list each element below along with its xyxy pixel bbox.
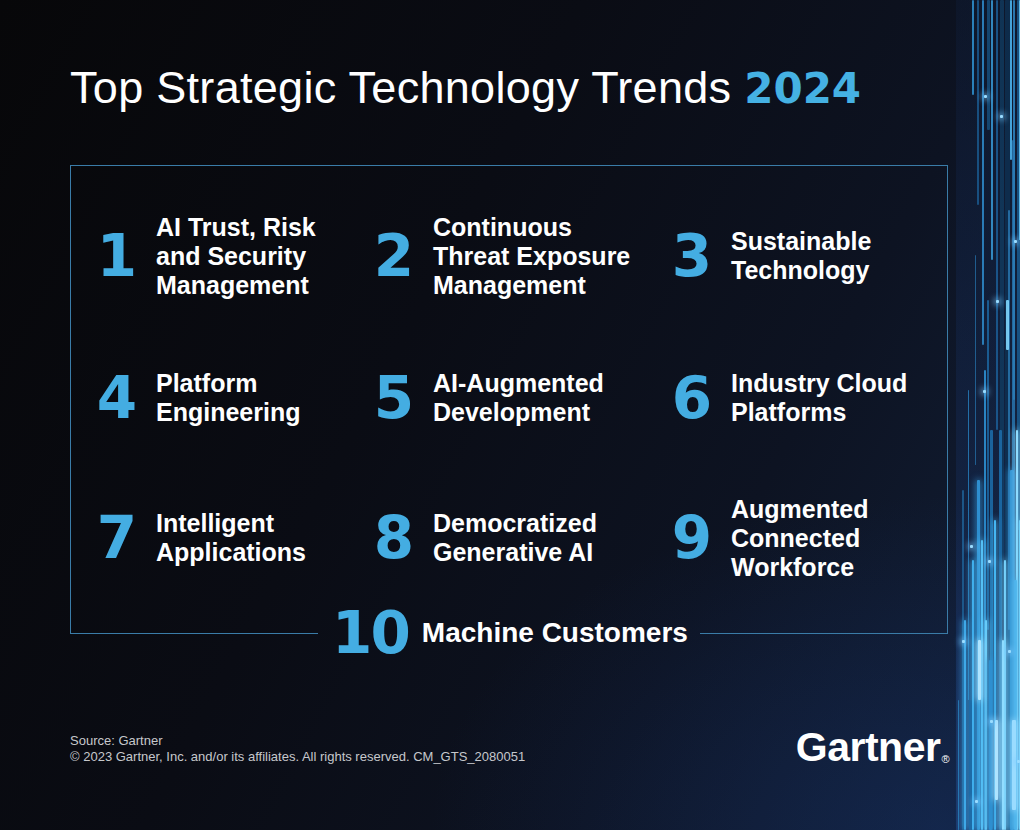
trend-number: 2 <box>364 227 424 285</box>
registered-mark: ® <box>941 753 949 765</box>
panel-bottom-border-right <box>700 633 948 634</box>
trend-item-10: 10 Machine Customers <box>332 604 688 662</box>
right-glow-wash <box>956 0 1020 830</box>
trend-label: Democratized Generative AI <box>433 509 597 567</box>
trend-number: 5 <box>364 369 424 427</box>
trend-item-9: 9 Augmented Connected Workforce <box>646 495 947 582</box>
trend-number: 4 <box>87 369 147 427</box>
trend-number: 10 <box>332 604 409 662</box>
title-year: 2024 <box>744 64 861 113</box>
trend-item-8: 8 Democratized Generative AI <box>348 509 646 567</box>
trend-label: Machine Customers <box>422 617 688 649</box>
trend-number: 8 <box>364 509 424 567</box>
trend-number: 7 <box>87 509 147 567</box>
trend-label: Sustainable Technology <box>731 227 871 285</box>
copyright-line: © 2023 Gartner, Inc. and/or its affiliat… <box>70 749 525 765</box>
trend-label: Platform Engineering <box>156 369 300 427</box>
gartner-logo-text: Gartner <box>796 724 941 770</box>
trend-label: Industry Cloud Platforms <box>731 369 907 427</box>
trend-item-7: 7 Intelligent Applications <box>71 509 348 567</box>
trend-label: Continuous Threat Exposure Management <box>433 213 630 300</box>
trend-label: AI-Augmented Development <box>433 369 604 427</box>
trend-item-4: 4 Platform Engineering <box>71 369 348 427</box>
trend-item-5: 5 AI-Augmented Development <box>348 369 646 427</box>
title-text: Top Strategic Technology Trends <box>70 62 731 113</box>
trend-label: Augmented Connected Workforce <box>731 495 869 582</box>
trend-number: 3 <box>662 227 722 285</box>
trend-number: 6 <box>662 369 722 427</box>
page-title: Top Strategic Technology Trends 2024 <box>70 62 861 115</box>
trends-panel: 1 AI Trust, Risk and Security Management… <box>70 165 948 633</box>
panel-bottom-border-left <box>70 633 318 634</box>
source-line: Source: Gartner <box>70 733 525 749</box>
trend-item-2: 2 Continuous Threat Exposure Management <box>348 213 646 300</box>
trend-item-6: 6 Industry Cloud Platforms <box>646 369 947 427</box>
trend-number: 1 <box>87 227 147 285</box>
footer-note: Source: Gartner © 2023 Gartner, Inc. and… <box>70 733 525 765</box>
gartner-logo: Gartner® <box>796 724 948 771</box>
trend-item-1: 1 AI Trust, Risk and Security Management <box>71 213 348 300</box>
trend-number: 9 <box>662 509 722 567</box>
trend-label: AI Trust, Risk and Security Management <box>156 213 316 300</box>
trend-item-3: 3 Sustainable Technology <box>646 227 947 285</box>
trend-label: Intelligent Applications <box>156 509 306 567</box>
